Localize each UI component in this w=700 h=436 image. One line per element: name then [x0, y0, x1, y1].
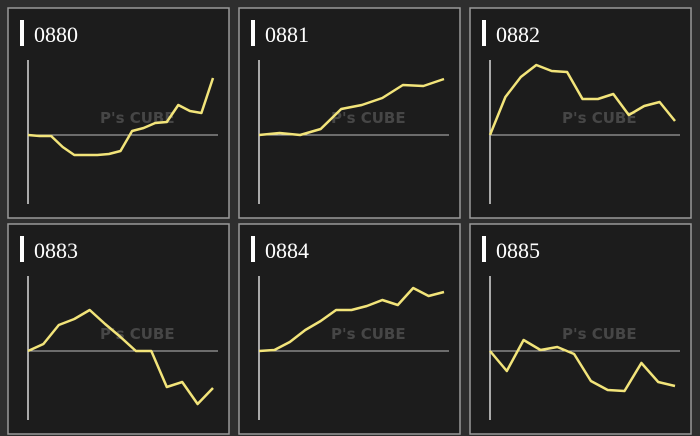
panel: 0885 P's CUBE — [469, 223, 692, 435]
data-line — [27, 77, 215, 157]
panel-box — [7, 223, 230, 435]
panel-box — [7, 7, 230, 219]
panel: 0880 P's CUBE — [7, 7, 230, 219]
panel: 0882 P's CUBE — [469, 7, 692, 219]
panel-box — [469, 223, 692, 435]
title-bar — [251, 236, 255, 262]
data-line — [258, 286, 445, 353]
panel: 0881 P's CUBE — [238, 7, 461, 219]
panel-box — [469, 7, 692, 219]
panel-box — [238, 223, 461, 435]
panel-title: 0880 — [34, 22, 78, 47]
panel-title: 0882 — [496, 22, 540, 47]
watermark: P's CUBE — [331, 325, 406, 343]
panel-box — [238, 7, 461, 219]
data-line — [27, 308, 214, 406]
panel-title: 0883 — [34, 238, 78, 263]
title-bar — [482, 20, 486, 46]
watermark: P's CUBE — [100, 325, 175, 343]
watermark: P's CUBE — [100, 109, 175, 127]
data-line — [258, 77, 445, 137]
watermark: P's CUBE — [562, 325, 637, 343]
panel-title: 0881 — [265, 22, 309, 47]
title-bar — [20, 236, 24, 262]
title-bar — [251, 20, 255, 46]
panel: 0883 P's CUBE — [7, 223, 230, 435]
panel: 0884 P's CUBE — [238, 223, 461, 435]
title-bar — [20, 20, 24, 46]
panel-title: 0884 — [265, 238, 309, 263]
data-line — [488, 63, 676, 136]
watermark: P's CUBE — [562, 109, 637, 127]
watermark: P's CUBE — [331, 109, 406, 127]
data-line — [489, 338, 676, 393]
title-bar — [482, 236, 486, 262]
panel-title: 0885 — [496, 238, 540, 263]
